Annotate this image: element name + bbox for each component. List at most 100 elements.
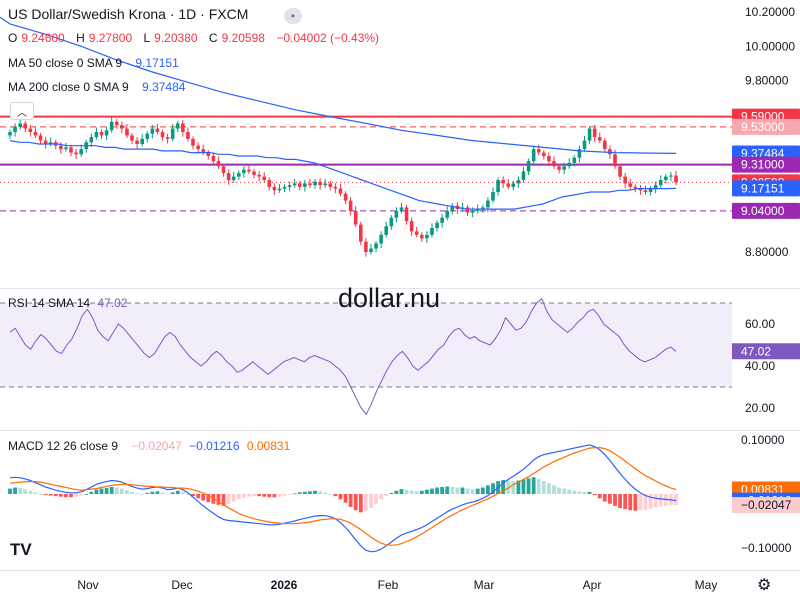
macd-legend[interactable]: MACD 12 26 close 9 −0.02047 −0.01216 0.0… (8, 439, 294, 453)
macd-line-value: −0.01216 (189, 439, 240, 453)
candle-body (59, 145, 63, 150)
ma200-label: MA 200 close 0 SMA 9 (8, 80, 129, 94)
gear-icon[interactable]: ⚙ (757, 577, 772, 594)
rsi-tick-label: 20.00 (745, 401, 775, 415)
macd-histogram-bar (430, 488, 434, 494)
candle-body (170, 128, 175, 139)
candle-body (74, 152, 78, 155)
candle-body (486, 200, 490, 208)
macd-histogram-bar (180, 491, 185, 494)
macd-histogram-bar (567, 489, 572, 494)
candle-body (120, 125, 124, 129)
candle-body (125, 128, 129, 136)
candle-body (109, 121, 114, 131)
macd-histogram-bar (577, 491, 582, 494)
macd-histogram-bar (297, 492, 302, 494)
rsi-label: RSI 14 SMA 14 (8, 296, 91, 310)
candle-body (562, 166, 566, 170)
macd-histogram-bar (313, 490, 317, 494)
ma200-legend[interactable]: MA 200 close 0 SMA 9 9.37484 (8, 80, 189, 94)
collapse-legend-button[interactable]: ︿ (10, 102, 34, 120)
candle-body (470, 210, 475, 213)
candle-body (648, 188, 653, 192)
candle-body (633, 186, 638, 189)
rsi-legend[interactable]: RSI 14 SMA 14 47.02 (8, 296, 131, 310)
macd-histogram-bar (597, 494, 602, 499)
macd-histogram-bar (419, 490, 424, 494)
macd-histogram-bar (155, 491, 160, 494)
ma200-value: 9.37484 (142, 80, 186, 94)
time-tick-label: Mar (474, 578, 495, 592)
candle-body (333, 186, 338, 189)
candle-body (475, 209, 480, 211)
macd-histogram-bar (277, 494, 282, 497)
macd-signal-value: 0.00831 (246, 439, 291, 453)
macd-histogram-bar (374, 494, 378, 504)
candle-body (297, 183, 302, 187)
candle-body (414, 231, 419, 235)
tradingview-logo[interactable]: TV (10, 540, 32, 559)
macd-histogram-bar (175, 490, 180, 494)
candle-body (43, 140, 48, 144)
macd-histogram-bar (231, 494, 236, 502)
candle-body (369, 248, 373, 252)
candle-body (206, 152, 211, 156)
macd-histogram-bar (287, 494, 292, 495)
macd-histogram-bar (608, 494, 612, 504)
macd-histogram-bar (170, 492, 175, 494)
time-tick-label: Nov (77, 578, 98, 592)
time-axis: Nov Dec 2026 Feb Mar Apr May (77, 578, 717, 592)
candle-body (18, 123, 22, 127)
ma50-legend[interactable]: MA 50 close 0 SMA 9 9.17151 (8, 56, 183, 70)
macd-histogram-bar (674, 494, 678, 506)
price-label-text: 9.17151 (741, 181, 785, 195)
candle-body (226, 173, 231, 180)
candle-body (38, 135, 43, 141)
macd-histogram-bar (394, 490, 399, 494)
candle-body (653, 185, 658, 189)
macd-histogram-bar (653, 494, 658, 508)
candle-body (79, 149, 83, 155)
ohlc-close: C 9.20598 (208, 31, 265, 45)
candle-body (404, 207, 409, 222)
macd-histogram-bar (160, 492, 165, 494)
candle-body (13, 126, 17, 132)
more-options-button[interactable]: • (284, 8, 302, 24)
candle-body (567, 162, 572, 167)
macd-histogram-bar (455, 487, 460, 494)
candle-body (643, 190, 648, 192)
macd-histogram-bar (399, 489, 404, 494)
candle-body (445, 210, 450, 218)
candle-body (231, 176, 236, 180)
time-tick-label: Feb (378, 578, 399, 592)
candle-body (501, 180, 505, 184)
candle-body (552, 161, 556, 167)
macd-histogram-bar (480, 487, 485, 494)
macd-value-text: −0.02047 (741, 498, 792, 512)
ma50-value: 9.17151 (135, 56, 179, 70)
watermark: dollar.nu (338, 283, 441, 313)
macd-histogram-bar (343, 494, 348, 503)
candle-body (33, 132, 38, 136)
symbol-title[interactable]: US Dollar/Swedish Krona · 1D · FXCM (8, 6, 249, 22)
price-tick-label: 8.80000 (745, 245, 789, 259)
candle-body (389, 217, 394, 227)
macd-histogram-bar (43, 494, 48, 496)
macd-histogram-bar (150, 491, 155, 494)
candle-body (303, 183, 307, 187)
price-label-text: 9.53000 (741, 120, 785, 134)
price-tick-label: 10.00000 (745, 39, 795, 53)
candle-body (542, 152, 546, 156)
price-label-text: 9.04000 (741, 204, 785, 218)
rsi-value: 47.02 (97, 296, 128, 310)
macd-histogram-bar (23, 489, 28, 494)
candle-body (216, 161, 221, 167)
macd-tick-label: 0.10000 (741, 433, 785, 447)
macd-histogram-bar (475, 488, 480, 494)
macd-histogram-bar (13, 487, 17, 494)
macd-histogram-bar (363, 494, 368, 512)
macd-histogram-bar (165, 493, 170, 495)
candle-body (664, 176, 668, 180)
candle-body (221, 166, 226, 174)
